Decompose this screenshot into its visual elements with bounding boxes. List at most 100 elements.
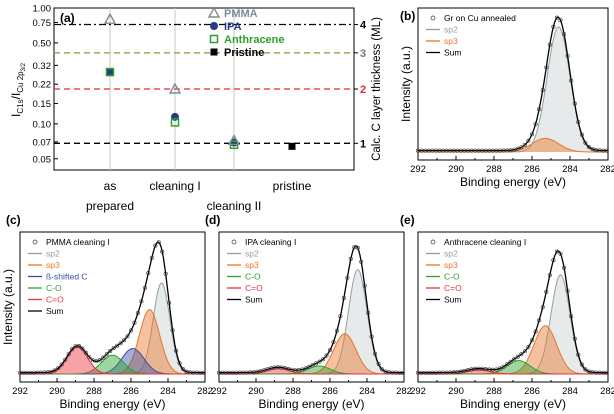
data-point <box>139 299 144 304</box>
legend-label-ipa: IPA <box>224 21 242 33</box>
x-tick-label: 292 <box>410 164 426 175</box>
data-point <box>376 361 381 366</box>
sum-line <box>219 245 404 374</box>
data-point <box>52 368 57 373</box>
data-point <box>170 328 175 333</box>
data-point <box>508 359 513 364</box>
x-tick-label: 284 <box>160 386 176 397</box>
data-point <box>572 336 577 341</box>
data-point <box>565 53 570 58</box>
x-tick-label: 292 <box>410 386 426 397</box>
data-point <box>108 348 113 353</box>
data-point <box>529 132 534 137</box>
marker-pmma <box>103 12 117 24</box>
peak-fill-4 <box>20 347 205 374</box>
data-point <box>533 329 538 334</box>
y-tick-label: 0.75 <box>33 18 52 29</box>
data-point <box>533 122 538 127</box>
data-point <box>400 370 405 375</box>
x-tick-label: 282 <box>396 386 412 397</box>
sum-line <box>418 16 608 152</box>
legend-marker-data <box>32 239 38 245</box>
data-point <box>101 355 106 360</box>
data-point <box>519 145 524 150</box>
panel-label-d: (d) <box>205 213 220 227</box>
y-tick-label: 0.22 <box>33 80 52 91</box>
x-tick-label: 284 <box>562 386 578 397</box>
category-label: as <box>104 179 117 193</box>
x-tick-label: 288 <box>86 386 102 397</box>
data-point <box>177 361 182 366</box>
data-point <box>149 255 154 260</box>
right-tick-label-3: 3 <box>360 48 366 60</box>
data-point <box>97 358 102 363</box>
data-point <box>307 364 312 369</box>
data-point <box>359 259 364 264</box>
data-point <box>579 362 584 367</box>
y-axis-label-a: IC1s/ICu 2p3/2 <box>9 62 27 117</box>
data-point <box>505 362 510 367</box>
legend-label-2: sp3 <box>444 260 458 270</box>
y-tick-label: 0.15 <box>33 99 52 110</box>
y-axis-label-part: C1s <box>16 99 25 113</box>
legend-label-pristine: Pristine <box>224 47 264 59</box>
y-tick-label: 1.00 <box>33 4 52 15</box>
data-point <box>540 305 545 310</box>
y-axis-label-part: Cu 2p <box>16 71 25 93</box>
legend-label-2: sp3 <box>46 260 60 270</box>
data-point <box>544 289 549 294</box>
data-point <box>262 368 267 373</box>
x-axis-label-c: Binding energy (eV) <box>59 397 165 411</box>
data-point <box>497 366 502 371</box>
data-point <box>300 367 305 372</box>
x-tick-label: 290 <box>448 386 464 397</box>
data-point <box>314 361 319 366</box>
x-tick-label: 282 <box>600 164 614 175</box>
y-axis-label-part: /I <box>9 93 23 100</box>
x-tick-label: 286 <box>524 164 540 175</box>
peak-fill-3 <box>20 355 205 374</box>
legend-label-data: Gr on Cu annealed <box>444 13 516 23</box>
data-point <box>369 334 374 339</box>
data-point <box>345 275 350 280</box>
legend-label-1: sp2 <box>46 249 60 259</box>
peak-fill-3 <box>219 368 404 374</box>
data-point <box>604 148 609 153</box>
data-point <box>554 15 559 20</box>
y-axis-right-label: Calc. C layer thickness (ML) <box>371 17 383 161</box>
x-tick-label: 286 <box>322 386 338 397</box>
y-tick-label: 0.50 <box>33 38 52 49</box>
data-point <box>111 346 116 351</box>
peak-line-3 <box>418 369 608 375</box>
legend-marker-data <box>430 15 436 21</box>
y-tick-label: 0.10 <box>33 119 52 130</box>
data-point <box>125 334 130 339</box>
data-point <box>327 348 332 353</box>
data-point <box>142 285 147 290</box>
right-tick-label-2: 2 <box>360 84 366 96</box>
data-point <box>537 107 542 112</box>
data-point <box>181 367 186 372</box>
data-point <box>522 142 527 147</box>
data-point <box>544 65 549 70</box>
peak-fill-1 <box>418 138 608 152</box>
peak-fill-1 <box>418 325 608 374</box>
x-tick-label: 282 <box>600 386 614 397</box>
data-point <box>334 328 339 333</box>
legend-label-4: C=O <box>245 283 263 293</box>
panel-c: 292 290 288 286 284 282 Binding energy (eV) Int… <box>1 213 213 411</box>
data-point <box>94 359 99 364</box>
legend-marker-pristine <box>210 48 218 56</box>
legend-label-6: Sum <box>46 306 63 316</box>
x-tick-label: 286 <box>524 386 540 397</box>
legend-label-5: C=O <box>46 295 64 305</box>
x-tick-label: 290 <box>49 386 65 397</box>
panel-a: 4 3 2 1 0.05 0.07 0.10 0.15 0.22 0.32 0.50 0.75 1.00… <box>9 4 383 214</box>
legend-label-4: C=O <box>444 283 462 293</box>
peak-fill-3 <box>418 370 608 374</box>
data-point <box>515 354 520 359</box>
data-point <box>104 352 109 357</box>
panel-d: 292 290 288 286 284 282 Binding energy (eV) (d)… <box>205 213 412 411</box>
category-label: cleaning I <box>149 179 200 193</box>
